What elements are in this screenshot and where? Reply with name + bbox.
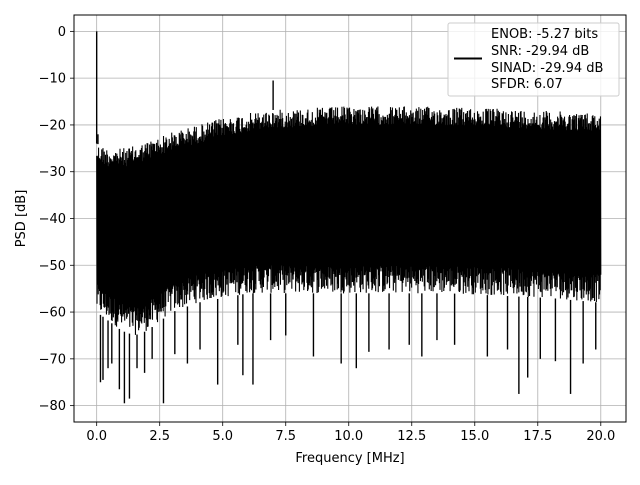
legend-snr: SNR: -29.94 dB: [491, 44, 589, 59]
y-tick-label: −50: [39, 259, 66, 274]
y-axis-label: PSD [dB]: [14, 190, 29, 248]
x-tick-label: 0.0: [86, 429, 107, 444]
x-tick-label: 12.5: [397, 429, 426, 444]
tick-layer: 0.0 2.5 5.0 7.5 10.0 12.5 15.0 17.5 20.0 0 −10 −20 −…: [39, 25, 616, 444]
x-tick-label: 20.0: [586, 429, 615, 444]
y-tick-label: −30: [39, 165, 66, 180]
x-tick-label: 2.5: [149, 429, 170, 444]
y-tick-label: 0: [58, 25, 66, 40]
y-tick-label: −20: [39, 118, 66, 133]
x-tick-label: 5.0: [212, 429, 233, 444]
x-tick-label: 7.5: [275, 429, 296, 444]
y-tick-label: −60: [39, 306, 66, 321]
legend-sinad: SINAD: -29.94 dB: [491, 61, 603, 76]
x-tick-label: 15.0: [460, 429, 489, 444]
y-tick-label: −10: [39, 72, 66, 87]
data-layer: [95, 31, 602, 404]
y-tick-label: −70: [39, 352, 66, 367]
legend-sfdr: SFDR: 6.07: [491, 77, 563, 92]
legend-box: [447, 22, 620, 97]
x-tick-label: 17.5: [523, 429, 552, 444]
y-tick-label: −80: [39, 399, 66, 414]
x-tick-label: 10.0: [334, 429, 363, 444]
legend-enob: ENOB: -5.27 bits: [491, 27, 598, 42]
y-tick-label: −40: [39, 212, 66, 227]
legend: ENOB: -5.27 bits SNR: -29.94 dB SINAD: -…: [447, 22, 620, 97]
x-axis-label: Frequency [MHz]: [295, 451, 404, 466]
psd-noise-trace: [96, 106, 602, 335]
